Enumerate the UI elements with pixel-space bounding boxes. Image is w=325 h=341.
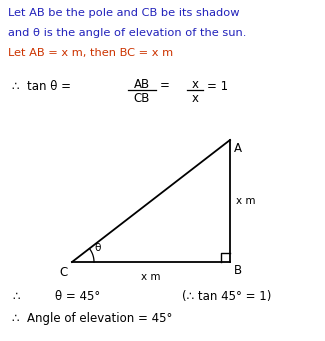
Text: ∴: ∴ xyxy=(12,290,20,303)
Text: and θ is the angle of elevation of the sun.: and θ is the angle of elevation of the s… xyxy=(8,28,246,38)
Text: (∴ tan 45° = 1): (∴ tan 45° = 1) xyxy=(182,290,271,303)
Text: ∴  tan θ =: ∴ tan θ = xyxy=(12,79,75,92)
Text: A: A xyxy=(234,142,242,155)
Text: θ = 45°: θ = 45° xyxy=(55,290,100,303)
Text: =: = xyxy=(160,79,170,92)
Text: C: C xyxy=(60,266,68,279)
Text: x m: x m xyxy=(141,272,161,282)
Text: B: B xyxy=(234,264,242,277)
Text: Let AB = x m, then BC = x m: Let AB = x m, then BC = x m xyxy=(8,48,173,58)
Text: θ: θ xyxy=(94,243,100,253)
Text: x: x xyxy=(191,78,199,91)
Text: x m: x m xyxy=(236,196,255,206)
Text: x: x xyxy=(191,92,199,105)
Text: = 1: = 1 xyxy=(207,79,228,92)
Text: ∴  Angle of elevation = 45°: ∴ Angle of elevation = 45° xyxy=(12,312,172,325)
Text: CB: CB xyxy=(134,92,150,105)
Text: Let AB be the pole and CB be its shadow: Let AB be the pole and CB be its shadow xyxy=(8,8,240,18)
Text: AB: AB xyxy=(134,78,150,91)
